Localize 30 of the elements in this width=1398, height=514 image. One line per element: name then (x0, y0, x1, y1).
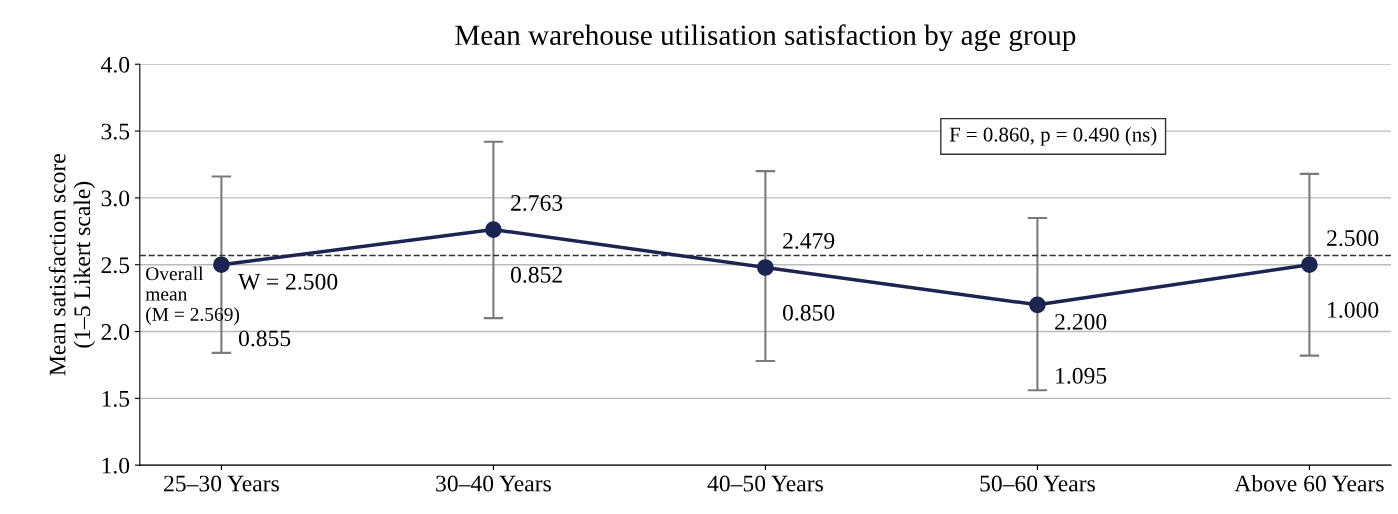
y-tick-label: 3.0 (101, 190, 130, 207)
x-tick-label: 30–40 Years (436, 475, 551, 492)
data-label: 2.479 (783, 232, 835, 249)
y-tick-label: 1.0 (102, 457, 130, 474)
y-tick-label: 2.0 (101, 324, 130, 341)
x-tick-label: 50–60 Years (980, 475, 1095, 492)
x-tick-label: Above 60 Years (1234, 474, 1384, 492)
annotation: 0.850 (782, 304, 835, 321)
point (485, 221, 502, 238)
y-tick-label: 4.0 (101, 56, 130, 73)
data-label: 2.763 (511, 195, 563, 211)
annotation: 0.855 (238, 330, 291, 347)
data-label: 2.200 (1055, 313, 1107, 330)
annotation: 1.095 (1056, 367, 1107, 384)
point (757, 259, 774, 276)
annotation: F = 0.860, p = 0.490 (ns) (949, 126, 1157, 146)
y-tick-label: 3.5 (101, 123, 130, 140)
annotation: 1.000 (1328, 301, 1379, 318)
y-tick-label: 2.5 (101, 257, 130, 274)
annotation: 0.852 (510, 266, 562, 283)
x-tick-label: 40–50 Years (707, 475, 823, 492)
point (1029, 296, 1046, 314)
y-tick-label: 1.5 (102, 390, 130, 407)
y-axis-title: Mean satisfaction score (1–5 Likert scale) (48, 154, 96, 376)
x-tick-label: 25–30 Years (164, 475, 279, 492)
data-label: W = 2.500 (238, 273, 338, 290)
chart-title: Mean warehouse utilisation satisfaction by age group (455, 24, 1076, 52)
point (213, 256, 230, 274)
point (1301, 256, 1318, 274)
data-label: 2.500 (1327, 230, 1379, 247)
